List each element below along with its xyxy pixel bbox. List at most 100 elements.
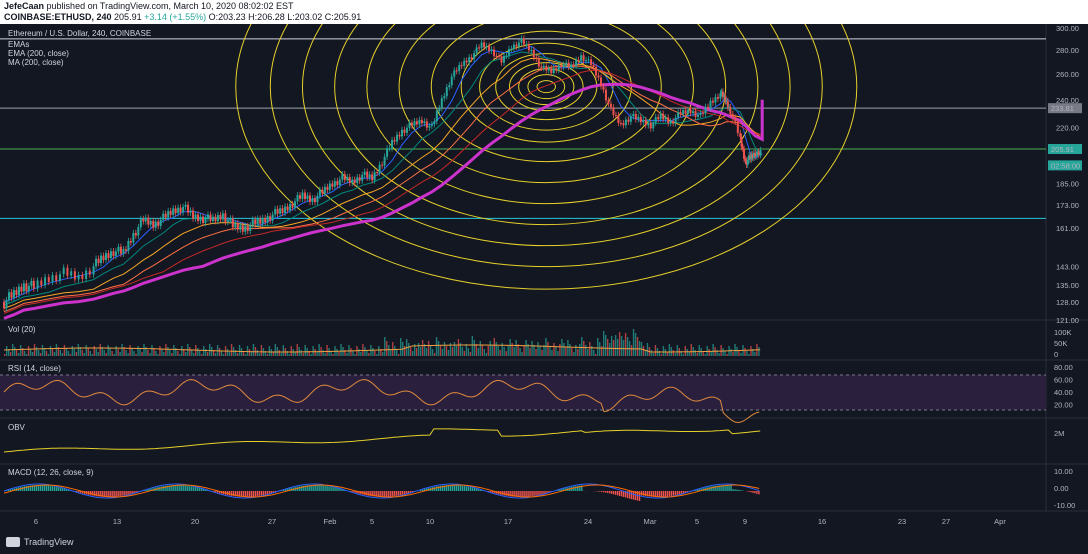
- volume-bar: [750, 346, 752, 356]
- macd-histogram-bar: [57, 487, 60, 491]
- candle: [17, 286, 20, 295]
- candle: [182, 206, 185, 213]
- volume-bar: [610, 336, 613, 356]
- time-tick-label: 17: [504, 517, 512, 526]
- candle: [378, 164, 381, 173]
- author-name[interactable]: JefeCaan: [4, 1, 45, 11]
- candle: [639, 116, 642, 123]
- volume-bar: [151, 345, 153, 356]
- volume-bar: [449, 343, 452, 356]
- candle: [154, 221, 157, 228]
- candle: [488, 45, 491, 51]
- volume-bar: [654, 345, 657, 356]
- macd-histogram-bar: [724, 485, 726, 491]
- volume-bar: [372, 348, 374, 356]
- macd-histogram-bar: [612, 491, 615, 495]
- fib-circle: [235, 24, 858, 290]
- macd-histogram-bar: [748, 491, 750, 492]
- candle: [602, 86, 605, 90]
- candle: [139, 218, 142, 228]
- candle: [420, 119, 423, 124]
- candle: [552, 68, 555, 74]
- volume-bar: [63, 345, 66, 356]
- fib-circle: [366, 24, 727, 205]
- macd-histogram-bar: [541, 491, 543, 495]
- volume-bar: [256, 350, 259, 356]
- macd-histogram-bar: [342, 489, 344, 491]
- candle: [164, 213, 167, 218]
- volume-bar: [694, 350, 696, 356]
- macd-histogram-bar: [674, 491, 677, 496]
- candle: [517, 42, 520, 47]
- volume-bar: [121, 344, 123, 356]
- publish-info: published on TradingView.com, March 10, …: [46, 1, 294, 11]
- macd-histogram-bar: [712, 486, 714, 491]
- candle: [221, 213, 224, 220]
- macd-histogram-bar: [55, 486, 58, 491]
- macd-histogram-bar: [676, 491, 679, 495]
- candle: [674, 117, 677, 124]
- fib-circle: [302, 24, 791, 247]
- volume-bar: [244, 354, 247, 356]
- candle: [206, 214, 209, 219]
- macd-histogram-bar: [479, 489, 482, 491]
- macd-histogram-bar: [407, 491, 410, 494]
- volume-bar: [23, 351, 26, 356]
- candle: [202, 216, 204, 223]
- rsi-tick-label: 40.00: [1054, 388, 1073, 397]
- candle: [122, 249, 125, 254]
- time-tick-label: 13: [113, 517, 121, 526]
- volume-bar: [698, 345, 700, 356]
- volume-bar: [660, 354, 663, 356]
- macd-histogram-bar: [232, 491, 235, 497]
- macd-histogram-bar: [25, 485, 28, 491]
- candle: [81, 274, 84, 280]
- candle: [433, 121, 436, 125]
- volume-bar: [189, 347, 191, 356]
- candle: [219, 215, 222, 220]
- chart-canvas[interactable]: 300.00280.00260.00240.00220.00185.00173.…: [0, 24, 1088, 532]
- candle: [70, 271, 73, 276]
- candle: [5, 300, 8, 309]
- tradingview-logo[interactable]: TradingView: [6, 537, 74, 547]
- volume-ma-line: [3, 344, 761, 353]
- volume-bar: [31, 352, 34, 356]
- candle: [644, 119, 647, 126]
- macd-histogram-bar: [660, 491, 663, 497]
- macd-histogram-bar: [91, 491, 93, 496]
- macd-histogram-bar: [656, 491, 659, 497]
- candle: [627, 119, 630, 122]
- last-price: 205.91: [114, 12, 142, 22]
- volume-bar: [549, 346, 551, 356]
- candle: [405, 127, 408, 133]
- candle: [259, 218, 262, 224]
- candle: [694, 111, 697, 117]
- macd-histogram-bar: [644, 491, 647, 497]
- candle: [25, 283, 28, 292]
- macd-histogram-bar: [199, 488, 201, 491]
- volume-bar: [127, 353, 129, 356]
- volume-bar: [147, 350, 149, 356]
- volume-bar: [129, 345, 131, 356]
- candle: [289, 203, 292, 211]
- candle: [575, 59, 578, 66]
- macd-histogram-bar: [469, 487, 472, 491]
- macd-histogram-bar: [350, 491, 352, 492]
- candle: [214, 216, 217, 222]
- volume-bar: [51, 349, 54, 356]
- macd-histogram-bar: [547, 491, 549, 493]
- candle: [560, 65, 563, 68]
- candle: [752, 152, 755, 158]
- macd-histogram-bar: [47, 485, 50, 491]
- macd-histogram-bar: [523, 491, 525, 497]
- candle: [15, 290, 18, 295]
- volume-bar: [680, 351, 682, 356]
- candle: [44, 277, 47, 286]
- candle: [381, 164, 384, 166]
- macd-histogram-bar: [608, 491, 611, 494]
- fib-circle: [398, 24, 694, 184]
- price-tick-label: 260.00: [1056, 70, 1079, 79]
- price-change: +3.14 (+1.55%): [144, 12, 207, 22]
- candle: [515, 44, 518, 47]
- macd-histogram-bar: [447, 485, 450, 491]
